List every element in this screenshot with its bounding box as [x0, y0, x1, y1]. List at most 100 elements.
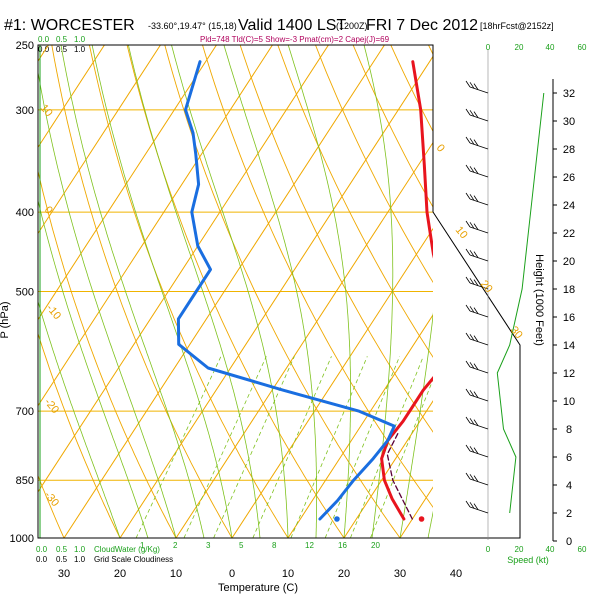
grid-label: 30 — [508, 324, 525, 341]
isotherm-line — [287, 314, 433, 538]
dry-adiabat-line — [202, 45, 433, 508]
wind-barb-flag — [469, 362, 475, 369]
sounding-series — [176, 60, 433, 522]
wind-barb — [465, 276, 489, 290]
temperature-tick-label: 20 — [338, 568, 350, 580]
wind-barb-flag — [465, 444, 471, 452]
dry-adiabat-line — [504, 45, 600, 538]
wind-barb-flag — [473, 167, 479, 174]
cloud-legend-bottom: 0.0 0.5 1.0 CloudWater (g/Kg) 0.0 0.5 1.… — [36, 545, 173, 564]
wind-barb-flag — [473, 335, 479, 342]
wind-barb-flag — [473, 111, 479, 118]
wind-barb — [465, 248, 489, 262]
wind-barb-flag — [469, 278, 475, 285]
temperature-tick-label: 10 — [170, 568, 182, 580]
cloud-bottom-green-1: 0.5 — [56, 545, 68, 554]
wind-barb-shaft — [469, 142, 489, 150]
wind-barb-shaft — [469, 338, 489, 346]
dry-adiabat-line — [315, 45, 433, 284]
wind-barb-flag — [469, 446, 475, 453]
wind-barb-flag — [469, 390, 475, 397]
title-date: FRI 7 Dec 2012 — [366, 17, 478, 34]
pressure-tick-label: 850 — [16, 475, 34, 487]
wind-barb — [465, 164, 489, 178]
wind-barb-flag — [465, 276, 471, 284]
dewpoint-line — [176, 60, 396, 521]
wind-barb-flag — [465, 192, 471, 200]
isotherm-line — [38, 45, 273, 407]
height-tick-label: 24 — [563, 200, 575, 212]
mixing-ratio-label: 8 — [272, 541, 277, 550]
grid-label: -20 — [42, 396, 61, 416]
wind-barb-shaft — [469, 422, 489, 430]
wind-barb-flag — [469, 418, 475, 425]
cloud-top-black-0: 0.0 — [38, 45, 50, 54]
wind-barb-shaft — [469, 226, 489, 234]
moist-adiabat-line — [287, 45, 351, 538]
wind-barb-flag — [465, 164, 471, 172]
grid-label: 0 — [434, 142, 447, 154]
wind-barb-flag — [465, 136, 471, 144]
title-coords: -33.60°,19.47° (15,18) — [148, 21, 237, 31]
height-tick-label: 30 — [563, 116, 575, 128]
wind-barb-flag — [473, 391, 479, 398]
temperature-tick-label: 0 — [229, 568, 235, 580]
dry-adiabat-line — [126, 45, 345, 538]
isotherm-line — [38, 45, 329, 493]
thermo-grid — [38, 45, 600, 538]
isotherm-line — [63, 45, 385, 538]
dry-adiabat-line — [88, 45, 289, 538]
cloud-bottom-black-1: 0.5 — [56, 555, 68, 564]
mixing-ratio-line — [350, 356, 424, 538]
height-tick-label: 22 — [563, 228, 575, 240]
mixing-ratio-line — [135, 356, 222, 538]
cloud-top-black-2: 1.0 — [74, 45, 86, 54]
wind-barb — [465, 80, 489, 94]
wind-barb-flag — [465, 248, 471, 256]
mixing-ratio-label: 5 — [239, 541, 244, 550]
wind-barb-shaft — [469, 310, 489, 318]
pressure-tick-label: 250 — [16, 40, 34, 52]
title-utc: (1200Z) — [336, 21, 368, 31]
temperature-axis: 30 20 10 0 10 20 30 40 — [58, 568, 462, 580]
wind-barb-shaft — [469, 198, 489, 206]
wind-barb — [465, 388, 489, 402]
height-tick-label: 2 — [566, 508, 572, 520]
wind-barb-flag — [465, 332, 471, 340]
wind-barb-shaft — [469, 366, 489, 374]
isotherm-line — [38, 45, 105, 149]
cloud-top-green-1: 0.5 — [56, 35, 68, 44]
wind-barb-shaft — [469, 170, 489, 178]
pressure-tick-label: 400 — [16, 207, 34, 219]
dry-adiabat-line — [352, 45, 433, 208]
temperature-tick-label: 30 — [394, 568, 406, 580]
isotherm-line — [512, 45, 600, 538]
mixing-ratio-line — [290, 356, 368, 538]
wind-barb-flag — [473, 251, 479, 258]
wind-barb-flag — [469, 502, 475, 509]
dry-adiabat-line — [38, 332, 121, 538]
wind-barb-flag — [473, 223, 479, 230]
wind-barb — [465, 304, 489, 318]
dry-adiabat-line — [38, 169, 177, 538]
wind-barb-flag — [469, 194, 475, 201]
wind-barb-flag — [465, 220, 471, 228]
parcel-line — [386, 432, 413, 520]
cloud-bottom-green-2: 1.0 — [74, 545, 86, 554]
speed-tick-bottom: 40 — [546, 545, 555, 554]
wind-barb-flag — [473, 447, 479, 454]
mixing-ratio-line — [324, 356, 400, 538]
height-tick-label: 10 — [563, 396, 575, 408]
moist-adiabat-line — [60, 45, 205, 538]
temperature-tick-label: 40 — [450, 568, 462, 580]
height-tick-label: 4 — [566, 480, 572, 492]
moist-adiabat-line — [456, 45, 565, 538]
wind-barb-flag — [469, 138, 475, 145]
wind-barb-flag — [473, 363, 479, 370]
wind-barb-flag — [465, 388, 471, 396]
wind-barb-flag — [469, 166, 475, 173]
height-tick-label: 26 — [563, 172, 575, 184]
wind-barb — [465, 332, 489, 346]
